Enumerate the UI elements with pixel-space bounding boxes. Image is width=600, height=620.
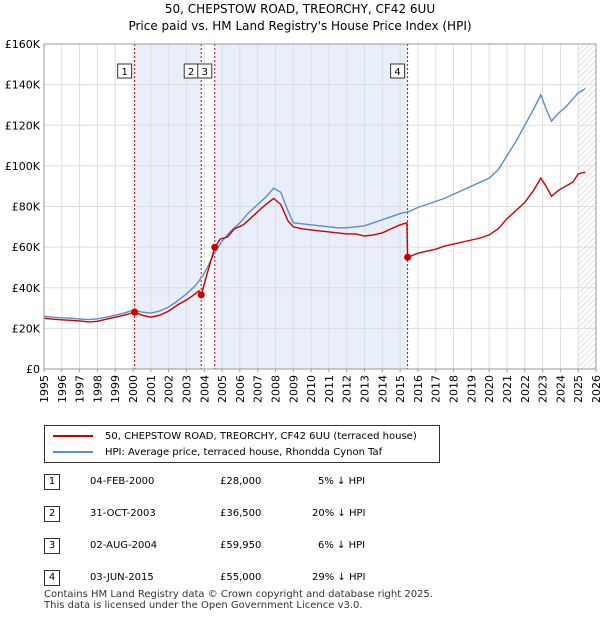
x-tick-label: 2020 (483, 375, 496, 403)
x-tick-label: 2019 (465, 375, 478, 403)
y-tick-label: £20K (12, 322, 41, 335)
x-tick-label: 1995 (38, 375, 51, 403)
sale-point (131, 308, 139, 316)
y-tick-label: £80K (12, 201, 41, 214)
x-tick-label: 2026 (590, 375, 600, 403)
x-tick-label: 2007 (252, 375, 265, 403)
sale-hpi-diff: 29% ↓ HPI (312, 572, 366, 583)
legend-label-hpi: HPI: Average price, terraced house, Rhon… (105, 446, 383, 458)
x-tick-label: 2011 (323, 375, 336, 403)
y-tick-label: £40K (12, 282, 41, 295)
x-tick-label: 2000 (127, 375, 140, 403)
x-tick-label: 2015 (394, 375, 407, 403)
legend-entry-price: 50, CHEPSTOW ROAD, TREORCHY, CF42 6UU (t… (53, 429, 417, 443)
x-tick-label: 2003 (180, 375, 193, 403)
y-tick-label: £160K (5, 38, 41, 51)
attribution-line1: Contains HM Land Registry data © Crown c… (44, 589, 433, 600)
table-row: 4 03-JUN-2015 £55,000 29% ↓ HPI (44, 569, 464, 587)
x-tick-label: 2004 (198, 375, 211, 403)
x-tick-label: 2005 (216, 375, 229, 403)
legend-swatch-hpi (53, 451, 93, 453)
x-tick-label: 2012 (341, 375, 354, 403)
x-tick-label: 2006 (234, 375, 247, 403)
plot-frame (43, 43, 597, 370)
sale-number-badge: 4 (44, 570, 60, 586)
sale-label: 1 (121, 67, 127, 78)
y-tick-label: £0 (26, 363, 40, 376)
attribution-footer: Contains HM Land Registry data © Crown c… (44, 589, 433, 611)
sale-number-badge: 1 (44, 474, 60, 490)
y-tick-label: £100K (5, 160, 41, 173)
table-row: 1 04-FEB-2000 £28,000 5% ↓ HPI (44, 473, 464, 491)
price-paid-line (43, 171, 586, 323)
sale-date: 02-AUG-2004 (90, 540, 158, 551)
x-tick-label: 2001 (145, 375, 158, 403)
x-tick-label: 2021 (501, 375, 514, 403)
price-chart: 1 2 3 4 £0 £20K £40K £60K £80K £100K £120K £140K £16… (5, 38, 600, 403)
sale-price: £28,000 (220, 476, 262, 487)
table-row: 2 31-OCT-2003 £36,500 20% ↓ HPI (44, 505, 464, 523)
sale-label: 4 (394, 67, 400, 78)
sale-hpi-diff: 6% ↓ HPI (318, 540, 366, 551)
sale-number-badge: 2 (44, 506, 60, 522)
x-tick-label: 2018 (448, 375, 461, 403)
attribution-line2: This data is licensed under the Open Gov… (44, 600, 363, 611)
x-tick-label: 1996 (56, 375, 69, 403)
sale-point (197, 291, 205, 299)
sale-label-box (390, 63, 406, 79)
x-tick-label: 2023 (537, 375, 550, 403)
x-tick-label: 2009 (287, 375, 300, 403)
x-tick-label: 2016 (412, 375, 425, 403)
sale-price: £59,950 (220, 540, 262, 551)
table-row: 3 02-AUG-2004 £59,950 6% ↓ HPI (44, 537, 464, 555)
sale-label: 3 (202, 67, 208, 78)
sale-point (211, 243, 219, 251)
x-tick-label: 2025 (572, 375, 585, 403)
y-tick-label: £140K (5, 79, 41, 92)
sale-point (404, 253, 412, 261)
legend-label-price: 50, CHEPSTOW ROAD, TREORCHY, CF42 6UU (t… (105, 430, 417, 442)
x-tick-label: 2022 (519, 375, 532, 403)
sale-price: £36,500 (220, 508, 262, 519)
x-tick-label: 2013 (359, 375, 372, 403)
y-tick-label: £60K (12, 241, 41, 254)
sale-date: 04-FEB-2000 (90, 476, 155, 487)
sale-date: 31-OCT-2003 (90, 508, 156, 519)
x-tick-label: 1999 (109, 375, 122, 403)
x-tick-label: 1997 (74, 375, 87, 403)
sale-label: 2 (188, 67, 194, 78)
sale-date: 03-JUN-2015 (90, 572, 154, 583)
chart-title-line2: Price paid vs. HM Land Registry's House … (128, 19, 472, 33)
sale-price: £55,000 (220, 572, 262, 583)
x-tick-label: 2002 (163, 375, 176, 403)
sale-number-badge: 3 (44, 538, 60, 554)
x-tick-label: 2010 (305, 375, 318, 403)
legend-swatch-price (53, 435, 93, 437)
x-tick-label: 2008 (269, 375, 282, 403)
chart-legend: 50, CHEPSTOW ROAD, TREORCHY, CF42 6UU (t… (44, 425, 440, 463)
sale-label-box (117, 63, 133, 79)
chart-title-line1: 50, CHEPSTOW ROAD, TREORCHY, CF42 6UU (164, 2, 436, 16)
sale-hpi-diff: 5% ↓ HPI (318, 476, 366, 487)
sale-hpi-diff: 20% ↓ HPI (312, 508, 366, 519)
hpi-line (43, 88, 586, 321)
y-tick-label: £120K (5, 119, 41, 132)
legend-entry-hpi: HPI: Average price, terraced house, Rhon… (53, 445, 382, 459)
x-tick-label: 1998 (91, 375, 104, 403)
x-tick-label: 2024 (554, 375, 567, 403)
x-tick-label: 2014 (376, 375, 389, 403)
x-tick-label: 2017 (430, 375, 443, 403)
sale-label-box (197, 63, 213, 79)
